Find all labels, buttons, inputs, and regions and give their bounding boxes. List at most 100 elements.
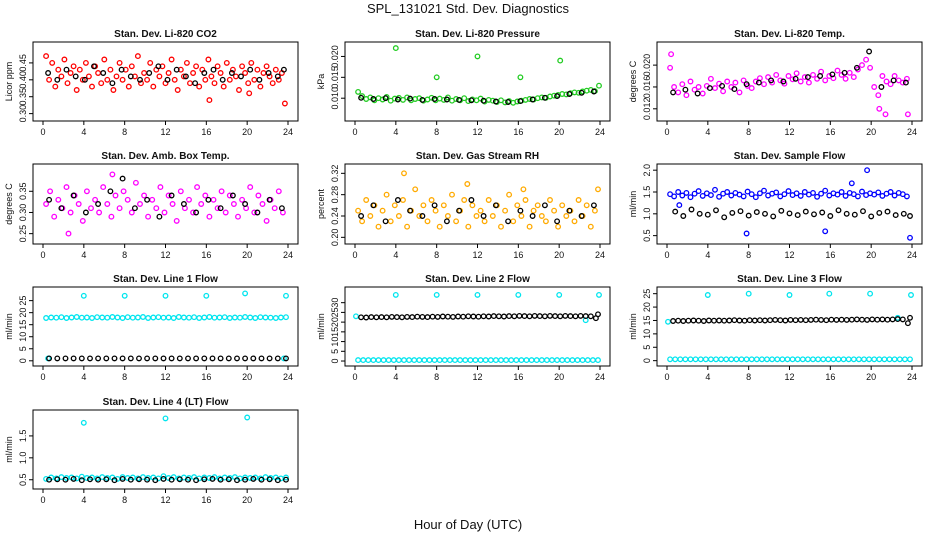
data-point [210, 66, 217, 73]
data-point [726, 317, 733, 324]
data-point [758, 356, 765, 363]
y-tick-label: 5 [18, 346, 28, 351]
data-point [385, 357, 392, 364]
data-point [779, 356, 786, 363]
data-point [206, 314, 213, 320]
data-point [518, 213, 525, 219]
data-point [563, 213, 570, 219]
series-1 [43, 53, 288, 107]
data-point [804, 74, 811, 81]
data-point [53, 475, 60, 482]
data-point [823, 317, 830, 324]
data-point [834, 191, 841, 198]
data-point [353, 313, 359, 320]
data-point [124, 196, 131, 203]
data-point [355, 207, 362, 214]
x-tick-label: 0 [40, 372, 45, 382]
data-point [129, 314, 136, 321]
data-point [569, 357, 576, 364]
data-point [804, 356, 811, 363]
data-point [359, 218, 366, 225]
data-point [683, 92, 690, 99]
data-point [695, 317, 702, 324]
data-point [54, 355, 61, 362]
data-point [114, 314, 121, 321]
points-layer [43, 290, 289, 362]
data-point [741, 317, 748, 324]
data-point [720, 88, 727, 95]
data-point [428, 94, 435, 101]
data-point [468, 97, 475, 104]
data-point [462, 357, 469, 364]
data-point [266, 476, 273, 483]
y-tick-label: 0.28 [330, 186, 340, 204]
data-point [881, 356, 888, 363]
series-2 [358, 88, 597, 105]
data-point [419, 213, 426, 219]
data-point [805, 79, 812, 86]
data-point [526, 313, 533, 320]
data-point [98, 80, 105, 87]
data-point [242, 476, 249, 483]
data-point [825, 356, 832, 363]
data-point [205, 56, 212, 63]
data-point [43, 201, 50, 207]
data-point [267, 314, 274, 321]
data-point [433, 74, 440, 81]
data-point [495, 313, 502, 320]
y-tick-label: 10 [330, 337, 340, 347]
data-point [718, 356, 725, 363]
data-point [95, 70, 102, 76]
data-point [815, 356, 822, 363]
data-point [670, 89, 677, 96]
data-point [370, 96, 377, 102]
points-layer [665, 290, 914, 363]
data-point [121, 292, 128, 299]
data-point [868, 213, 875, 220]
data-point [551, 207, 558, 214]
data-point [866, 48, 873, 55]
data-point [890, 77, 897, 84]
panel-10: Stan. Dev. Line 4 (LT) Flow 0 4 8 12 16 20 24 0.… [4, 397, 299, 505]
data-point [538, 213, 545, 219]
data-point [87, 355, 93, 362]
plot-frame [656, 286, 923, 367]
data-point [266, 196, 273, 203]
data-point [365, 357, 372, 364]
data-point [283, 314, 289, 321]
data-point [513, 357, 520, 364]
series-1 [43, 171, 286, 237]
data-point [528, 357, 535, 364]
y-tick-label: 1.0 [642, 208, 652, 221]
data-point [516, 312, 523, 319]
data-point [383, 314, 390, 321]
data-point [134, 314, 141, 321]
y-tick-label: 10 [18, 332, 28, 342]
data-point [131, 205, 138, 212]
data-point [175, 314, 182, 320]
data-point [355, 357, 362, 364]
data-point [136, 355, 142, 362]
data-point [680, 213, 687, 219]
data-point [109, 80, 116, 87]
data-point [257, 314, 264, 321]
data-point [554, 93, 561, 100]
data-point [456, 96, 463, 103]
x-tick-label: 24 [595, 250, 605, 260]
data-point [450, 313, 456, 320]
data-point [578, 89, 585, 96]
data-point [421, 357, 428, 364]
data-point [813, 316, 819, 323]
y-tick-label: 15 [330, 327, 340, 337]
data-point [736, 317, 743, 324]
data-point [193, 209, 200, 216]
data-point [196, 315, 203, 321]
data-point [201, 314, 208, 321]
data-point [185, 355, 191, 362]
data-point [871, 356, 878, 363]
data-point [147, 59, 154, 66]
data-point [387, 218, 394, 225]
data-point [677, 356, 684, 363]
data-point [247, 314, 254, 321]
data-point [761, 187, 767, 194]
